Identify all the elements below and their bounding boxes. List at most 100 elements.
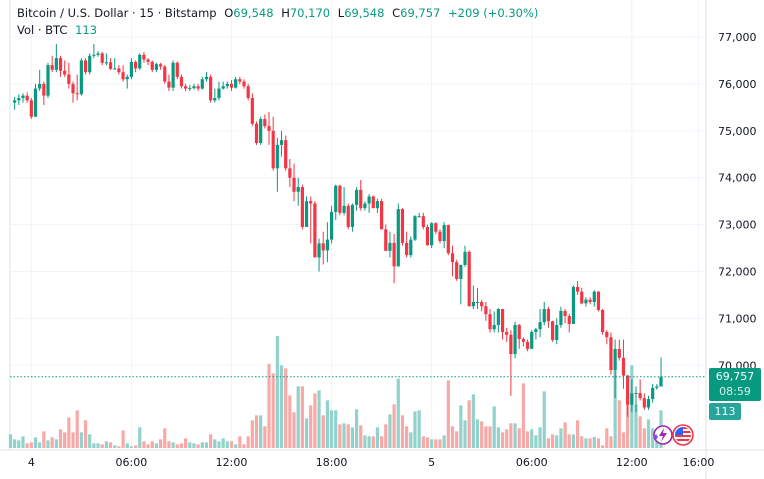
- candle: [546, 306, 551, 328]
- volume-bar: [225, 441, 229, 448]
- volume-bar: [563, 422, 567, 448]
- price-tick-label: 76,000: [718, 78, 757, 91]
- volume-bar: [646, 419, 651, 448]
- candle: [325, 222, 329, 263]
- volume-bar: [576, 420, 580, 448]
- volume-bar: [571, 434, 576, 448]
- volume-bar: [596, 438, 601, 448]
- volume-bar: [380, 436, 384, 448]
- candle-body: [267, 126, 271, 131]
- candle-body: [242, 81, 246, 87]
- candle-body: [580, 291, 584, 304]
- candle-body: [546, 309, 551, 322]
- us-flag-icon[interactable]: [672, 424, 694, 446]
- candle: [388, 231, 392, 258]
- candle-body: [605, 332, 609, 338]
- candle: [442, 222, 446, 249]
- candle-body: [601, 309, 605, 333]
- candle-body: [125, 76, 129, 80]
- candle: [425, 224, 430, 246]
- candle-body: [338, 185, 342, 213]
- candle-body: [505, 332, 509, 335]
- volume-bar: [196, 444, 200, 448]
- volume-bar: [279, 365, 284, 448]
- candle-body: [421, 216, 425, 227]
- volume-bar: [371, 436, 375, 448]
- candle-body: [375, 201, 380, 209]
- volume-bar: [25, 443, 29, 448]
- candle: [463, 245, 467, 267]
- candle: [617, 339, 621, 361]
- volume-bar: [396, 378, 400, 448]
- candle-body: [154, 64, 159, 70]
- time-axis[interactable]: 4 06:00 12:00 18:00 5 06:00 12:00 16:00: [28, 456, 715, 469]
- volume-bar: [79, 432, 83, 448]
- event-icons[interactable]: [650, 423, 696, 447]
- candle-body: [292, 177, 296, 192]
- candle: [292, 163, 296, 202]
- candle-body: [58, 58, 63, 71]
- candle-body: [384, 229, 388, 251]
- volume-bar: [400, 415, 405, 448]
- candle-body: [459, 264, 463, 280]
- candle-body: [179, 76, 184, 87]
- volume-axis-label: 113: [709, 403, 741, 420]
- volume-bar: [580, 436, 584, 448]
- volume-bar: [588, 438, 592, 448]
- candle: [413, 215, 417, 242]
- candle: [13, 97, 17, 110]
- candle-body: [380, 201, 384, 230]
- volume-bar: [626, 397, 630, 448]
- last-price-value: 69,757: [715, 370, 755, 383]
- volume-bar: [100, 444, 104, 448]
- candle: [396, 203, 400, 267]
- volume-bar: [334, 410, 338, 448]
- volume-bar: [613, 370, 617, 448]
- candle: [175, 61, 179, 80]
- candle: [417, 212, 421, 218]
- candle: [138, 53, 142, 70]
- candle-body: [113, 68, 117, 70]
- candle-body: [563, 310, 567, 317]
- candle-body: [100, 53, 104, 63]
- volume-bar: [409, 432, 413, 448]
- volume-bar: [542, 391, 546, 448]
- candle: [129, 58, 134, 80]
- candle: [605, 330, 609, 345]
- lightning-icon[interactable]: [653, 425, 673, 445]
- candle: [234, 76, 238, 89]
- volume-bar: [179, 443, 184, 448]
- candle: [159, 62, 163, 70]
- volume-bar: [434, 439, 438, 448]
- candle-body: [525, 341, 530, 349]
- price-tick-label: 73,000: [718, 219, 757, 232]
- volume-bar: [621, 432, 626, 448]
- candle: [384, 224, 388, 251]
- candle: [108, 58, 113, 70]
- candle: [229, 80, 234, 91]
- candle: [63, 60, 67, 77]
- candle-body: [42, 83, 46, 96]
- volume-bar: [438, 439, 442, 448]
- volume-bar: [530, 429, 534, 448]
- symbol-title[interactable]: Bitcoin / U.S. Dollar · 15 · Bitstamp: [17, 6, 217, 20]
- volume-bar: [33, 437, 38, 448]
- candle-body: [317, 243, 321, 258]
- candle-body: [221, 86, 225, 89]
- candle-body: [325, 239, 329, 251]
- candle-body: [626, 375, 630, 405]
- candle: [54, 44, 58, 73]
- candle-body: [609, 337, 613, 370]
- volume-bar: [117, 446, 121, 448]
- candle: [538, 309, 542, 338]
- volume-title[interactable]: Vol · BTC: [17, 23, 68, 37]
- volume-bar: [405, 426, 409, 448]
- price-axis[interactable]: 77,000 76,000 75,000 74,000 73,000 72,000 71,0…: [718, 31, 757, 372]
- candle: [254, 121, 259, 145]
- volume-bar: [21, 436, 25, 448]
- candle-body: [96, 53, 100, 55]
- candle: [392, 233, 396, 284]
- candle: [192, 83, 196, 90]
- volume-bar: [354, 409, 359, 448]
